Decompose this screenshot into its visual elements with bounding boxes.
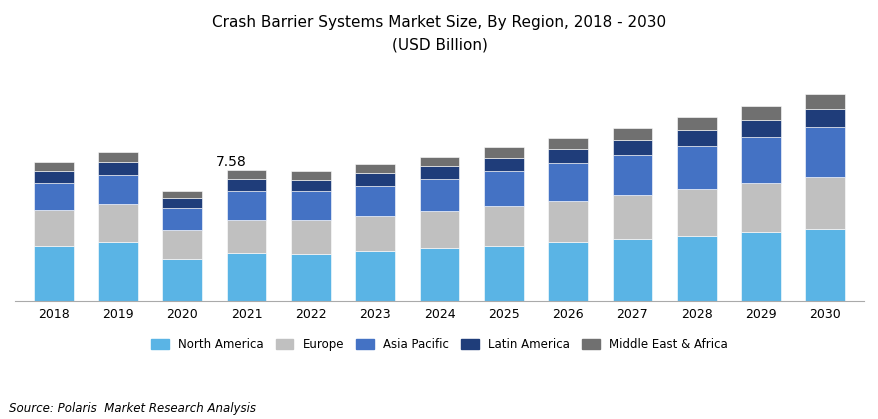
Bar bbox=[548, 149, 587, 163]
Bar bbox=[97, 162, 138, 175]
Text: 7.58: 7.58 bbox=[215, 155, 246, 169]
Bar bbox=[676, 129, 716, 146]
Bar bbox=[162, 230, 202, 259]
Bar bbox=[676, 189, 716, 236]
Bar bbox=[97, 175, 138, 204]
Bar bbox=[548, 243, 587, 301]
Bar bbox=[419, 166, 459, 179]
Bar bbox=[162, 191, 202, 198]
Legend: North America, Europe, Asia Pacific, Latin America, Middle East & Africa: North America, Europe, Asia Pacific, Lat… bbox=[151, 338, 727, 351]
Bar bbox=[612, 195, 651, 239]
Bar bbox=[355, 251, 395, 301]
Bar bbox=[740, 233, 781, 301]
Bar bbox=[483, 147, 523, 158]
Bar bbox=[483, 171, 523, 206]
Bar bbox=[612, 140, 651, 155]
Bar bbox=[804, 109, 845, 127]
Bar bbox=[355, 164, 395, 173]
Bar bbox=[97, 243, 138, 301]
Bar bbox=[548, 137, 587, 149]
Bar bbox=[33, 210, 74, 246]
Bar bbox=[419, 179, 459, 211]
Bar bbox=[33, 171, 74, 183]
Bar bbox=[804, 127, 845, 177]
Bar bbox=[227, 170, 266, 179]
Bar bbox=[740, 106, 781, 119]
Bar bbox=[612, 155, 651, 195]
Bar bbox=[291, 220, 330, 253]
Bar bbox=[33, 162, 74, 171]
Bar bbox=[355, 186, 395, 216]
Bar bbox=[612, 128, 651, 140]
Bar bbox=[33, 183, 74, 210]
Bar bbox=[548, 201, 587, 243]
Bar bbox=[804, 94, 845, 109]
Bar bbox=[162, 259, 202, 301]
Bar bbox=[291, 180, 330, 191]
Bar bbox=[291, 191, 330, 220]
Title: Crash Barrier Systems Market Size, By Region, 2018 - 2030
(USD Billion): Crash Barrier Systems Market Size, By Re… bbox=[212, 15, 666, 52]
Bar bbox=[804, 229, 845, 301]
Bar bbox=[291, 171, 330, 180]
Bar bbox=[419, 211, 459, 248]
Bar bbox=[548, 163, 587, 201]
Bar bbox=[740, 137, 781, 183]
Bar bbox=[227, 253, 266, 301]
Bar bbox=[97, 204, 138, 243]
Bar bbox=[227, 220, 266, 253]
Bar bbox=[355, 173, 395, 186]
Bar bbox=[740, 119, 781, 137]
Bar bbox=[227, 179, 266, 191]
Bar bbox=[162, 198, 202, 208]
Bar bbox=[676, 146, 716, 189]
Bar bbox=[33, 246, 74, 301]
Bar bbox=[162, 208, 202, 230]
Bar bbox=[419, 157, 459, 166]
Bar bbox=[804, 177, 845, 229]
Bar bbox=[676, 117, 716, 129]
Bar bbox=[291, 253, 330, 301]
Bar bbox=[97, 152, 138, 162]
Text: Source: Polaris  Market Research Analysis: Source: Polaris Market Research Analysis bbox=[9, 402, 255, 415]
Bar bbox=[483, 158, 523, 171]
Bar bbox=[483, 246, 523, 301]
Bar bbox=[676, 236, 716, 301]
Bar bbox=[419, 248, 459, 301]
Bar bbox=[612, 239, 651, 301]
Bar bbox=[227, 191, 266, 220]
Bar bbox=[740, 183, 781, 233]
Bar bbox=[355, 216, 395, 251]
Bar bbox=[483, 206, 523, 246]
